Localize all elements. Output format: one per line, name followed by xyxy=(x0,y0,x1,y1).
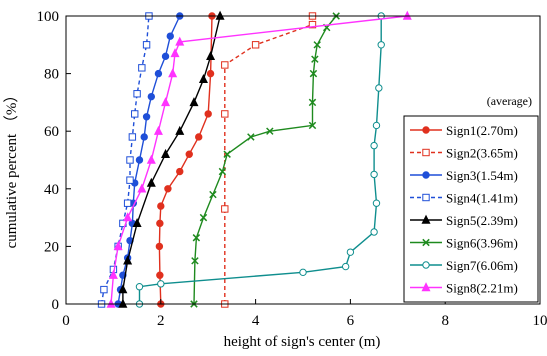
x-tick-label: 6 xyxy=(347,313,355,329)
data-point xyxy=(148,156,155,163)
legend-marker xyxy=(423,127,429,133)
legend-label: Sign2(3.65m) xyxy=(446,146,518,161)
legend-marker xyxy=(423,172,429,178)
data-point xyxy=(129,134,135,140)
data-point xyxy=(132,111,138,117)
data-point xyxy=(157,272,163,278)
data-point xyxy=(136,284,142,290)
data-point xyxy=(376,85,382,91)
data-point xyxy=(378,42,384,48)
y-tick-label: 80 xyxy=(44,67,59,83)
data-point xyxy=(190,98,197,105)
legend-label: Sign7(6.06m) xyxy=(446,258,518,273)
data-point xyxy=(176,127,183,134)
data-point xyxy=(210,191,216,197)
legend-label: Sign5(2.39m) xyxy=(446,213,518,228)
data-point xyxy=(196,134,202,140)
data-point xyxy=(207,70,213,76)
legend-marker xyxy=(423,149,429,155)
plot-area xyxy=(98,12,411,307)
legend-marker xyxy=(423,194,429,200)
data-point xyxy=(342,263,348,269)
data-point xyxy=(136,157,142,163)
legend-label: Sign6(3.96m) xyxy=(446,236,518,251)
data-point xyxy=(162,98,169,105)
data-point xyxy=(101,286,107,292)
data-point xyxy=(155,127,162,134)
x-tick-label: 8 xyxy=(441,313,449,329)
data-point xyxy=(205,111,211,117)
data-point xyxy=(169,69,176,76)
data-point xyxy=(252,42,258,48)
data-point xyxy=(200,75,207,82)
data-point xyxy=(347,249,353,255)
legend-box xyxy=(404,116,538,302)
data-point xyxy=(148,93,154,99)
series-8 xyxy=(107,12,411,307)
data-point xyxy=(371,229,377,235)
legend: Sign1(2.70m) Sign2(3.65m) Sign3(1.54m) Sign… xyxy=(404,116,538,302)
data-point xyxy=(148,179,155,186)
data-point xyxy=(157,220,163,226)
data-point xyxy=(186,151,192,157)
data-point xyxy=(373,200,379,206)
data-point xyxy=(371,142,377,148)
data-point xyxy=(371,171,377,177)
data-point xyxy=(162,53,168,59)
x-tick-label: 2 xyxy=(157,313,165,329)
y-tick-label: 100 xyxy=(37,9,60,25)
chart-annotation: (average) xyxy=(487,94,532,108)
data-point xyxy=(158,281,164,287)
data-point xyxy=(177,168,183,174)
legend-label: Sign1(2.70m) xyxy=(446,123,518,138)
legend-marker xyxy=(423,262,429,268)
x-tick-label: 4 xyxy=(252,313,260,329)
data-point xyxy=(373,122,379,128)
data-point xyxy=(155,70,161,76)
data-point xyxy=(134,91,140,97)
data-point xyxy=(158,203,164,209)
data-point xyxy=(156,243,162,249)
data-point xyxy=(171,49,178,56)
y-tick-label: 40 xyxy=(44,182,59,198)
legend-label: Sign4(1.41m) xyxy=(446,191,518,206)
series-line xyxy=(111,16,407,304)
legend-label: Sign8(2.21m) xyxy=(446,281,518,296)
data-point xyxy=(139,65,145,71)
data-point xyxy=(167,33,173,39)
data-point xyxy=(124,200,130,206)
y-tick-label: 60 xyxy=(44,124,59,140)
data-point xyxy=(143,114,149,120)
data-point xyxy=(222,111,228,117)
series-line xyxy=(140,16,382,304)
x-tick-label: 0 xyxy=(62,313,70,329)
data-point xyxy=(165,186,171,192)
data-point xyxy=(127,157,133,163)
data-point xyxy=(300,269,306,275)
data-point xyxy=(138,185,145,192)
y-tick-label: 20 xyxy=(44,239,59,255)
x-axis-label: height of sign's center (m) xyxy=(224,334,381,350)
data-point xyxy=(200,214,206,220)
series-line xyxy=(225,16,313,304)
y-tick-label: 0 xyxy=(52,297,60,313)
data-point xyxy=(207,52,214,59)
x-tick-label: 10 xyxy=(533,313,547,329)
series-2 xyxy=(222,13,316,307)
y-axis-label: cumulative percent （%） xyxy=(3,88,20,249)
data-point xyxy=(222,62,228,68)
data-point xyxy=(143,42,149,48)
data-point xyxy=(222,206,228,212)
data-point xyxy=(141,134,147,140)
legend-label: Sign3(1.54m) xyxy=(446,168,518,183)
data-point xyxy=(127,177,133,183)
